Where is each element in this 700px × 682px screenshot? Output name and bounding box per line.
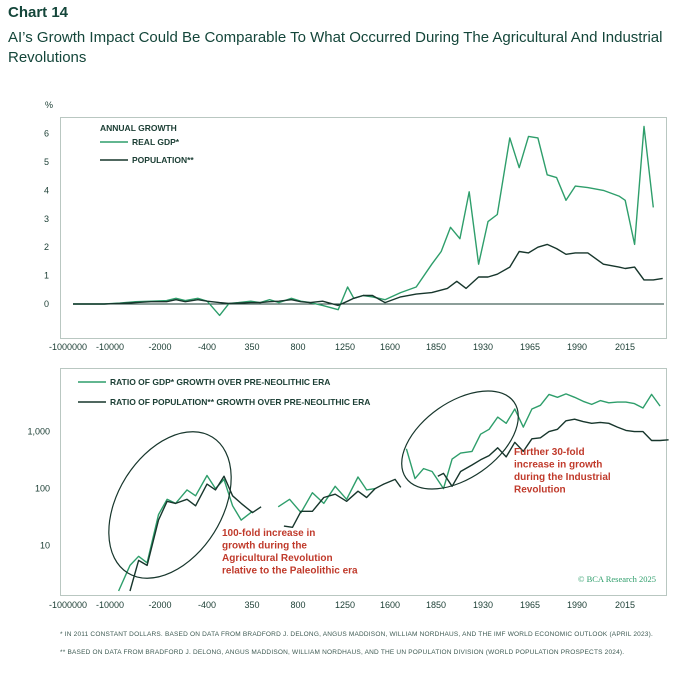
y-tick-label-log: 100	[35, 484, 50, 494]
x-tick-label-top: 350	[244, 342, 259, 352]
legend-label-population-ratio: RATIO OF POPULATION** GROWTH OVER PRE-NE…	[110, 397, 370, 407]
population-ratio-line	[437, 418, 669, 487]
y-tick-label: 0	[44, 299, 49, 309]
y-tick-label: 4	[44, 185, 49, 195]
x-tick-label-bottom: 1250	[335, 600, 355, 610]
x-tick-label-bottom: -400	[198, 600, 216, 610]
population-ratio-line	[283, 478, 402, 528]
x-tick-label-top: -1000000	[49, 342, 87, 352]
x-tick-label-top: -10000	[96, 342, 124, 352]
y-tick-label: 2	[44, 242, 49, 252]
x-tick-label-bottom: 1850	[426, 600, 446, 610]
y-tick-label: 1	[44, 271, 49, 281]
y-tick-label: 6	[44, 129, 49, 139]
x-tick-label-bottom: -2000	[148, 600, 171, 610]
annotation-agricultural-line: 100-fold increase in	[222, 528, 315, 539]
x-tick-label-top: -400	[198, 342, 216, 352]
gdp-ratio-line	[117, 474, 253, 592]
chart-title: AI’s Growth Impact Could Be Comparable T…	[8, 29, 663, 66]
x-tick-label-top: 800	[290, 342, 305, 352]
industrial-revolution-ellipse	[401, 390, 519, 490]
gdp-ratio-line	[277, 476, 376, 514]
gdp-ratio-line	[405, 393, 661, 490]
annotation-industrial-line: during the Industrial	[514, 472, 611, 483]
x-tick-label-top: 1990	[567, 342, 587, 352]
x-tick-label-bottom: 2015	[615, 600, 635, 610]
legend-title: ANNUAL GROWTH	[100, 123, 177, 133]
x-tick-label-top: -2000	[148, 342, 171, 352]
x-tick-label-bottom: 350	[244, 600, 259, 610]
x-tick-label-bottom: 1930	[473, 600, 493, 610]
footnote-population: ** BASED ON DATA FROM BRADFORD J. DELONG…	[60, 649, 625, 656]
population-ratio-line	[129, 475, 262, 592]
annotation-agricultural-line: growth during the	[222, 541, 307, 552]
y-tick-label: 5	[44, 157, 49, 167]
watermark: © BCA Research 2025	[578, 574, 656, 584]
x-tick-label-bottom: -10000	[96, 600, 124, 610]
x-tick-label-bottom: 800	[290, 600, 305, 610]
footnote-gdp: * IN 2011 CONSTANT DOLLARS. BASED ON DAT…	[60, 631, 653, 638]
annotation-industrial-line: Revolution	[514, 485, 566, 496]
x-tick-label-top: 1850	[426, 342, 446, 352]
x-tick-label-top: 2015	[615, 342, 635, 352]
x-tick-label-bottom: 1965	[520, 600, 540, 610]
top-chart-panel	[60, 117, 667, 339]
x-tick-label-bottom: 1990	[567, 600, 587, 610]
population-growth-line	[73, 243, 663, 307]
x-tick-label-top: 1600	[380, 342, 400, 352]
legend-label-population: POPULATION**	[132, 155, 194, 165]
legend-label-gdp-ratio: RATIO OF GDP* GROWTH OVER PRE-NEOLITHIC …	[110, 377, 330, 387]
x-tick-label-top: 1965	[520, 342, 540, 352]
annotation-agricultural-line: relative to the Paleolithic era	[222, 566, 358, 577]
y-unit-label: %	[45, 100, 53, 110]
y-tick-label-log: 1,000	[27, 427, 50, 437]
x-tick-label-bottom: -1000000	[49, 600, 87, 610]
x-tick-label-top: 1930	[473, 342, 493, 352]
annotation-industrial-line: increase in growth	[514, 460, 602, 471]
annotation-industrial-line: Further 30-fold	[514, 447, 585, 458]
x-tick-label-bottom: 1600	[380, 600, 400, 610]
annotation-agricultural-line: Agricultural Revolution	[222, 553, 333, 564]
agricultural-revolution-ellipse	[108, 431, 232, 579]
y-tick-label-log: 10	[40, 541, 50, 551]
y-tick-label: 3	[44, 214, 49, 224]
chart-label: Chart 14	[8, 4, 69, 21]
x-tick-label-top: 1250	[335, 342, 355, 352]
bottom-chart-panel	[60, 368, 667, 596]
legend-label-gdp: REAL GDP*	[132, 137, 180, 147]
